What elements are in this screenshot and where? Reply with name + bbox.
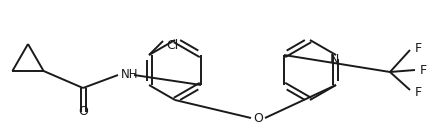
Text: O: O [78, 105, 88, 118]
Text: O: O [253, 112, 263, 124]
Text: N: N [329, 53, 339, 66]
Text: F: F [420, 63, 427, 76]
Text: Cl: Cl [166, 39, 178, 52]
Text: NH: NH [121, 68, 139, 82]
Text: F: F [415, 86, 422, 99]
Text: F: F [415, 42, 422, 55]
